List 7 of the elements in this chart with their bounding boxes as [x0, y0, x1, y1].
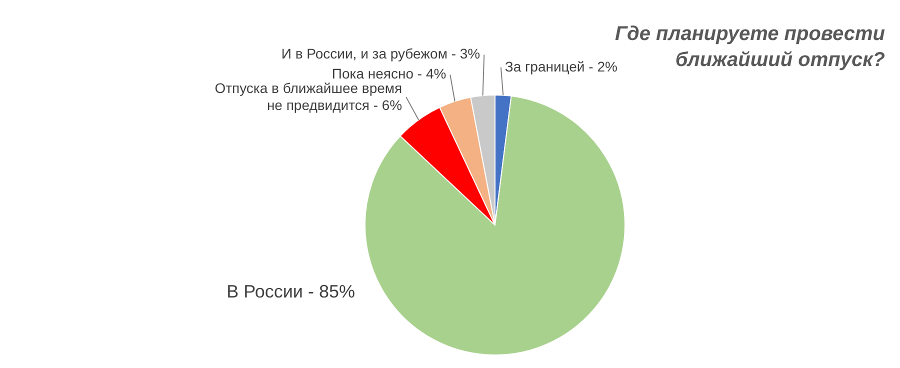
slice-label: Пока неясно - 4% [332, 66, 446, 82]
slice-label: Отпуска в ближайшее время не предвидится - 6% [214, 80, 402, 114]
slice-label: За границей - 2% [504, 58, 618, 74]
text: ближайший отпуск? [675, 49, 885, 71]
slice-label: В России - 85% [226, 281, 355, 302]
text: Где планируете провести [615, 23, 885, 45]
slice-label: И в России, и за рубежом - 3% [281, 46, 480, 62]
